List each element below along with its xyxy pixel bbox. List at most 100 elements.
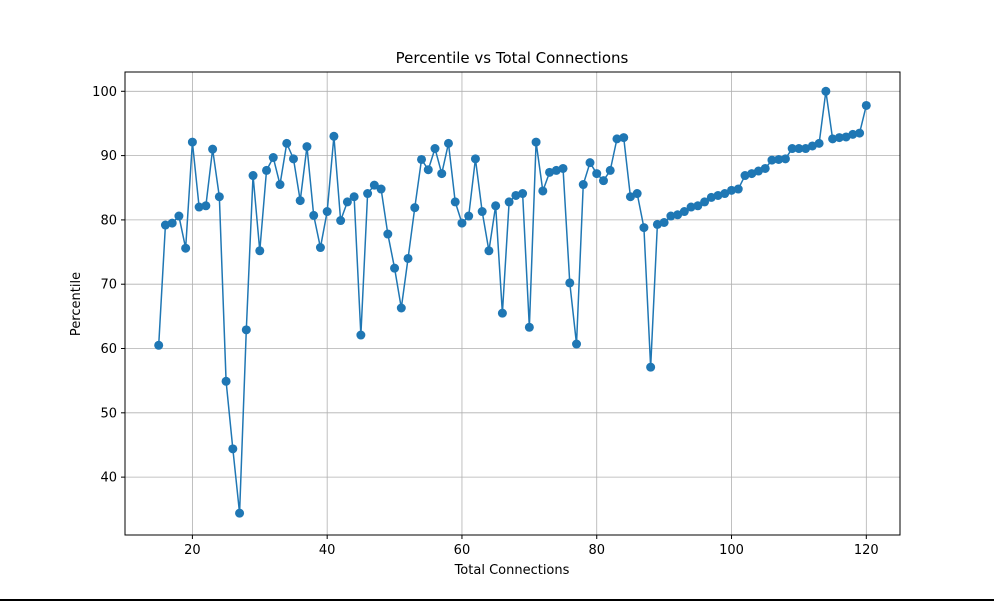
data-point xyxy=(443,138,453,148)
data-point xyxy=(780,154,790,164)
data-point xyxy=(774,154,784,164)
data-point xyxy=(565,278,575,288)
data-point xyxy=(760,163,770,173)
data-point xyxy=(625,192,635,202)
data-point xyxy=(160,220,170,230)
y-axis-label: Percentile xyxy=(69,272,84,336)
data-point xyxy=(497,308,507,318)
grid-lines xyxy=(125,72,900,535)
data-point xyxy=(390,263,400,273)
data-point xyxy=(241,325,251,335)
x-tick-label: 120 xyxy=(854,543,879,558)
y-tick-label: 90 xyxy=(100,149,117,164)
data-point xyxy=(484,246,494,256)
data-point xyxy=(262,165,272,175)
y-tick-label: 80 xyxy=(100,213,117,228)
data-point xyxy=(282,138,292,148)
data-point xyxy=(194,202,204,212)
data-point xyxy=(558,163,568,173)
y-tick-label: 40 xyxy=(100,471,117,486)
data-point xyxy=(430,144,440,154)
data-point xyxy=(538,186,548,196)
data-point xyxy=(248,171,258,181)
y-tick-label: 60 xyxy=(100,342,117,357)
data-point xyxy=(295,196,305,206)
data-point xyxy=(410,203,420,213)
data-point xyxy=(154,340,164,350)
y-tick-label: 70 xyxy=(100,278,117,293)
data-point xyxy=(713,190,723,200)
y-tick-label: 100 xyxy=(92,85,117,100)
data-point xyxy=(598,176,608,186)
data-markers xyxy=(154,86,871,518)
data-point xyxy=(659,217,669,227)
data-point xyxy=(336,216,346,226)
data-point xyxy=(679,207,689,217)
data-point xyxy=(767,155,777,165)
data-point xyxy=(268,153,278,163)
data-point xyxy=(511,190,521,200)
x-tick-label: 80 xyxy=(588,543,605,558)
data-point xyxy=(612,134,622,144)
data-point xyxy=(686,202,696,212)
data-point xyxy=(315,243,325,253)
data-point xyxy=(187,137,197,147)
data-point xyxy=(167,218,177,228)
data-point xyxy=(491,201,501,211)
data-point xyxy=(329,131,339,141)
data-point xyxy=(841,132,851,142)
data-point xyxy=(821,86,831,96)
data-point xyxy=(855,128,865,138)
data-point xyxy=(322,207,332,217)
x-tick-label: 40 xyxy=(319,543,336,558)
data-point xyxy=(605,165,615,175)
data-point xyxy=(551,165,561,175)
data-point xyxy=(652,219,662,229)
data-point xyxy=(208,144,218,154)
x-tick-label: 100 xyxy=(719,543,744,558)
data-point xyxy=(504,197,514,207)
data-point xyxy=(383,229,393,239)
data-point xyxy=(753,166,763,176)
data-point xyxy=(834,133,844,143)
data-point xyxy=(228,444,238,454)
data-point xyxy=(531,137,541,147)
x-axis-label: Total Connections xyxy=(454,563,570,578)
data-point xyxy=(747,169,757,179)
data-point xyxy=(632,189,642,199)
data-point xyxy=(275,180,285,190)
data-point xyxy=(585,158,595,168)
data-point xyxy=(578,180,588,190)
data-point xyxy=(369,180,379,190)
data-point xyxy=(288,154,298,164)
data-point xyxy=(592,169,602,179)
data-point xyxy=(720,189,730,199)
data-point xyxy=(235,508,245,518)
bottom-border xyxy=(0,599,994,601)
data-point xyxy=(342,197,352,207)
data-point xyxy=(787,144,797,154)
data-point xyxy=(706,192,716,202)
data-point xyxy=(524,322,534,332)
data-point xyxy=(740,171,750,181)
data-point xyxy=(221,376,231,386)
data-point xyxy=(700,197,710,207)
data-point xyxy=(807,141,817,151)
data-point xyxy=(646,362,656,372)
data-point xyxy=(470,154,480,164)
data-point xyxy=(518,189,528,199)
y-axis-ticks: 40 50 60 70 80 90 100 xyxy=(92,85,125,486)
data-point xyxy=(639,223,649,233)
data-point xyxy=(673,210,683,220)
data-point xyxy=(309,210,319,220)
data-point xyxy=(848,129,858,139)
data-point xyxy=(201,201,211,211)
data-point xyxy=(417,154,427,164)
data-point xyxy=(727,185,737,195)
y-tick-label: 50 xyxy=(100,406,117,421)
chart-title: Percentile vs Total Connections xyxy=(396,49,629,67)
data-point xyxy=(619,133,629,143)
data-point xyxy=(450,197,460,207)
data-point xyxy=(403,253,413,263)
